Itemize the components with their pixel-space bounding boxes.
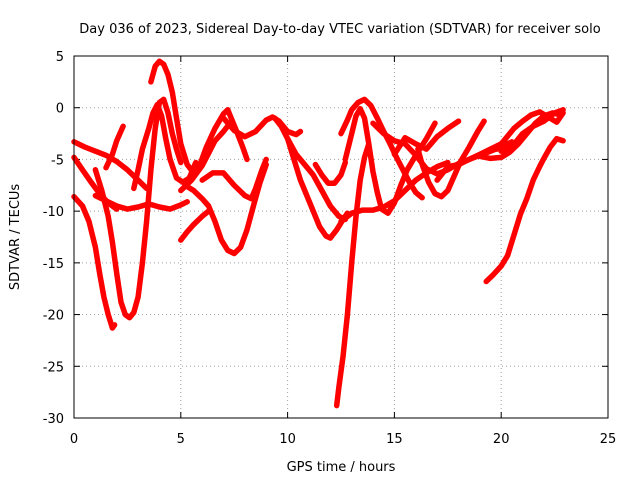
series-line-arc-28 (483, 135, 566, 285)
series-line-arc-10 (178, 120, 233, 194)
chart-title: Day 036 of 2023, Sidereal Day-to-day VTE… (79, 22, 600, 37)
series-line-arc-16 (312, 159, 349, 186)
y-tick-label: -10 (43, 205, 64, 220)
series-line-arc-18 (338, 96, 425, 201)
series-line-arc-26 (494, 109, 566, 152)
series-line-arc-8 (148, 58, 250, 176)
series-line-arc-9 (178, 208, 212, 243)
x-tick-label: 0 (70, 432, 78, 447)
x-tick-label: 20 (493, 432, 510, 447)
y-tick-label: -5 (51, 153, 64, 168)
x-axis-ticks: 0 5 10 15 20 25 (70, 56, 616, 447)
series-line-arc-7 (131, 101, 199, 192)
y-tick-label: -20 (43, 309, 64, 324)
x-tick-label: 15 (386, 432, 403, 447)
y-tick-label: -25 (43, 360, 64, 375)
series-line-arc-4 (92, 96, 184, 321)
series-line-arc-5 (103, 123, 126, 171)
series-line-arc-6 (92, 192, 190, 212)
series-line-arc-17 (333, 141, 372, 409)
y-tick-label: 0 (56, 102, 64, 117)
series-line-arc-3 (71, 193, 118, 331)
y-axis-label: SDTVAR / TECUs (8, 184, 23, 291)
series-line-arc-13 (220, 114, 304, 140)
y-axis-ticks: -30 -25 -20 -15 -10 -5 0 5 (43, 50, 608, 427)
series-line-arc-20 (342, 105, 438, 216)
series-line-arc-11 (182, 161, 269, 257)
series-line-arc-15 (284, 135, 351, 241)
x-tick-label: 10 (279, 432, 296, 447)
y-tick-label: 5 (56, 50, 64, 65)
series-line-arc-23 (415, 118, 487, 200)
x-tick-label: 5 (177, 432, 185, 447)
plot-frame (73, 55, 609, 419)
series-line-arc-27 (498, 107, 566, 154)
x-axis-label: GPS time / hours (287, 460, 396, 475)
y-tick-label: -15 (43, 257, 64, 272)
y-tick-label: -30 (43, 412, 64, 427)
series-line-arc-12 (199, 156, 269, 202)
series-line-arc-22 (391, 118, 462, 158)
x-tick-label: 25 (600, 432, 617, 447)
series-line-arc-14 (272, 115, 349, 223)
data-series (71, 58, 566, 409)
